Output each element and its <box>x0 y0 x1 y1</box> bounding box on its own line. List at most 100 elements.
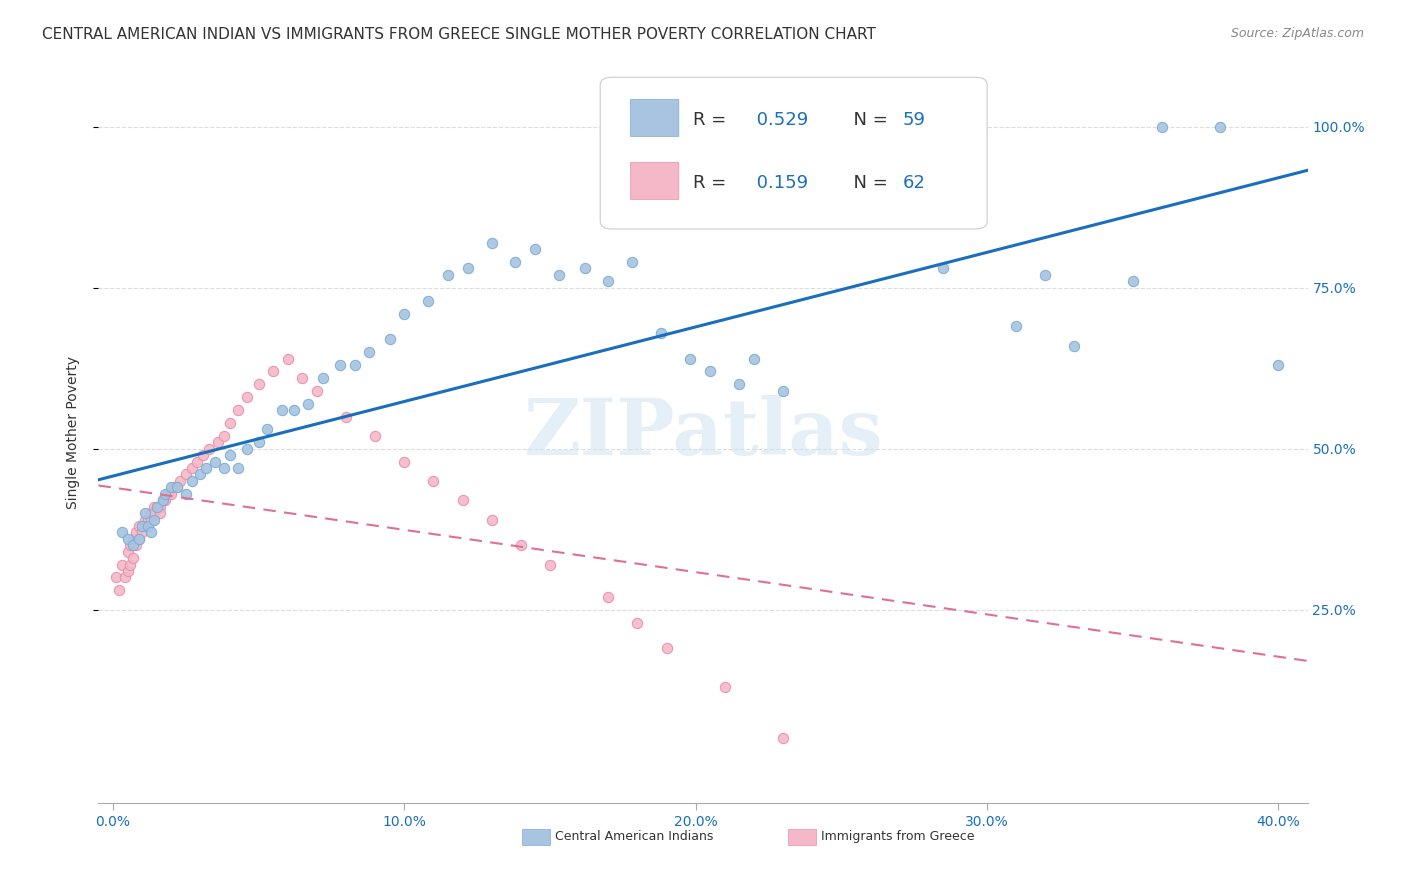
Point <box>193 448 215 462</box>
Point <box>481 512 503 526</box>
Point <box>218 448 240 462</box>
Point <box>134 506 156 520</box>
Point <box>166 480 188 494</box>
Point <box>1122 274 1144 288</box>
Point <box>291 371 314 385</box>
Point <box>139 512 162 526</box>
Point <box>1209 120 1232 134</box>
Point <box>117 532 139 546</box>
Text: R =: R = <box>693 174 733 192</box>
Text: N =: N = <box>842 112 894 129</box>
Point <box>422 474 444 488</box>
Point <box>394 306 416 320</box>
Text: 62: 62 <box>903 174 925 192</box>
Point <box>142 506 165 520</box>
Point <box>155 493 177 508</box>
Point <box>108 583 131 598</box>
Point <box>117 564 139 578</box>
Text: Central American Indians: Central American Indians <box>555 830 714 843</box>
Point <box>509 538 531 552</box>
Point <box>114 570 136 584</box>
Point <box>271 403 294 417</box>
Point <box>236 390 259 404</box>
FancyBboxPatch shape <box>630 162 679 200</box>
Point <box>131 519 153 533</box>
Point <box>283 403 305 417</box>
Point <box>359 345 381 359</box>
Point <box>699 364 721 378</box>
Point <box>574 261 596 276</box>
Point <box>149 506 172 520</box>
Point <box>1150 120 1173 134</box>
Point <box>378 332 401 346</box>
Point <box>180 474 202 488</box>
Point <box>312 371 335 385</box>
Point <box>1033 268 1056 282</box>
Point <box>457 261 479 276</box>
Point <box>125 538 148 552</box>
Point <box>207 435 229 450</box>
Text: CENTRAL AMERICAN INDIAN VS IMMIGRANTS FROM GREECE SINGLE MOTHER POVERTY CORRELAT: CENTRAL AMERICAN INDIAN VS IMMIGRANTS FR… <box>42 27 876 42</box>
Point <box>122 551 145 566</box>
Point <box>122 532 145 546</box>
Point <box>128 532 150 546</box>
Text: N =: N = <box>842 174 894 192</box>
Point <box>236 442 259 456</box>
Point <box>277 351 299 366</box>
Text: Immigrants from Greece: Immigrants from Greece <box>821 830 974 843</box>
Point <box>128 519 150 533</box>
FancyBboxPatch shape <box>600 78 987 229</box>
Point <box>1063 339 1085 353</box>
Point <box>1267 358 1289 372</box>
Point <box>190 467 212 482</box>
Point <box>932 261 955 276</box>
Point <box>598 274 620 288</box>
Point <box>142 512 165 526</box>
Point <box>152 493 174 508</box>
Point <box>155 487 177 501</box>
Point <box>772 731 794 746</box>
Point <box>145 500 167 514</box>
Point <box>166 480 188 494</box>
Point <box>247 377 270 392</box>
Point <box>180 461 202 475</box>
Point <box>394 454 416 468</box>
Point <box>136 512 159 526</box>
Point <box>157 487 180 501</box>
Point <box>142 500 165 514</box>
Point <box>134 512 156 526</box>
Point <box>437 268 460 282</box>
Text: Source: ZipAtlas.com: Source: ZipAtlas.com <box>1230 27 1364 40</box>
Point <box>416 293 439 308</box>
Point <box>262 364 284 378</box>
Point <box>728 377 751 392</box>
Point <box>186 454 208 468</box>
Point <box>1005 319 1028 334</box>
Point <box>247 435 270 450</box>
Point <box>305 384 328 398</box>
Point <box>136 519 159 533</box>
Point <box>343 358 366 372</box>
FancyBboxPatch shape <box>630 99 679 136</box>
Point <box>650 326 672 340</box>
Point <box>122 538 145 552</box>
Point <box>742 351 765 366</box>
Point <box>152 493 174 508</box>
Point <box>204 454 226 468</box>
Point <box>212 429 235 443</box>
Point <box>655 641 678 656</box>
Point <box>174 467 197 482</box>
Point <box>198 442 221 456</box>
Point <box>524 242 547 256</box>
Point <box>626 615 648 630</box>
Point <box>139 506 162 520</box>
Point <box>125 525 148 540</box>
Point <box>111 558 134 572</box>
Point <box>120 538 142 552</box>
Point <box>335 409 357 424</box>
Point <box>136 519 159 533</box>
Point <box>256 422 278 436</box>
Text: 59: 59 <box>903 112 925 129</box>
Point <box>195 461 218 475</box>
Point <box>538 558 561 572</box>
